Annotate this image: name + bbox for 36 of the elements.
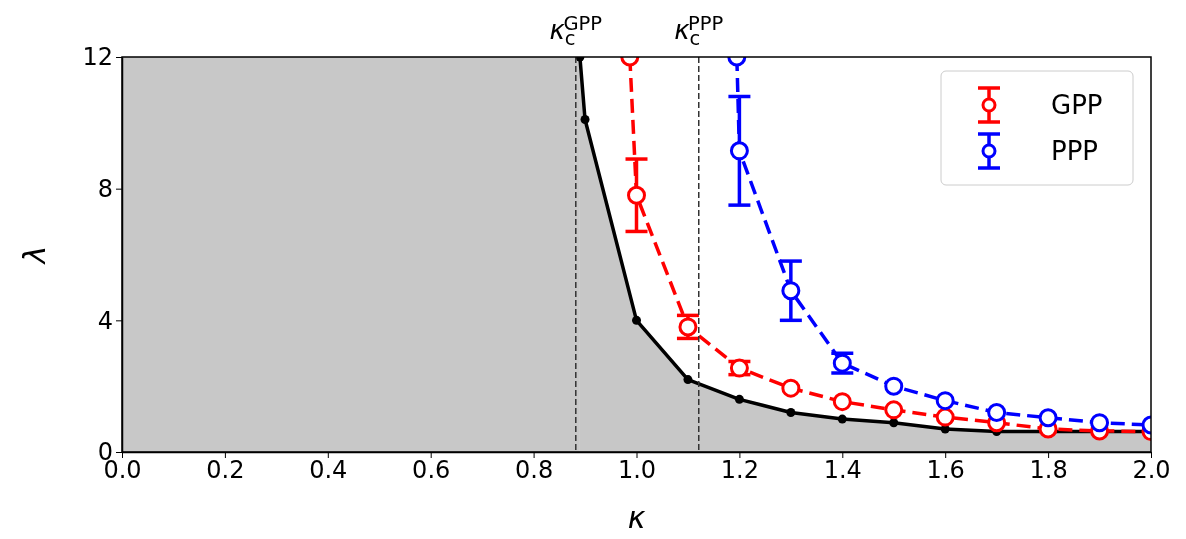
point: [884, 400, 904, 420]
point: [580, 115, 590, 125]
point: [889, 418, 899, 428]
x-tick-label: 0.8: [515, 456, 554, 485]
point: [786, 408, 796, 417]
x-tick-label: 0.6: [412, 456, 451, 485]
y-tick-label: 4: [97, 306, 113, 335]
point: [935, 391, 955, 411]
legend-label: PPP: [1051, 136, 1099, 166]
point: [935, 407, 955, 427]
x-tick-label: 1.4: [823, 456, 862, 485]
y-tick-label: 12: [82, 43, 113, 72]
point: [884, 376, 904, 396]
point: [1038, 408, 1058, 428]
point: [832, 392, 852, 412]
y-tick-label: 8: [97, 174, 113, 203]
point: [683, 375, 693, 385]
point: [627, 185, 646, 205]
x-axis-title: κ: [627, 500, 646, 535]
x-tick-label: 0.4: [309, 456, 348, 485]
y-axis-title: λ: [17, 245, 52, 266]
point: [1090, 413, 1110, 433]
point: [781, 281, 801, 301]
point: [729, 141, 749, 161]
point: [837, 414, 847, 424]
x-tick-label: 0.2: [206, 456, 245, 485]
x-tick-label: 1.8: [1029, 456, 1068, 485]
point: [781, 378, 801, 398]
x-tick-label: 1.6: [926, 456, 965, 485]
legend-label: GPP: [1051, 90, 1103, 120]
x-tick-label: 1.0: [617, 456, 657, 485]
point: [632, 315, 641, 325]
point: [987, 403, 1007, 422]
x-tick-label: 1.2: [720, 456, 759, 485]
point: [734, 394, 744, 404]
x-tick-label: 2.0: [1132, 456, 1171, 485]
